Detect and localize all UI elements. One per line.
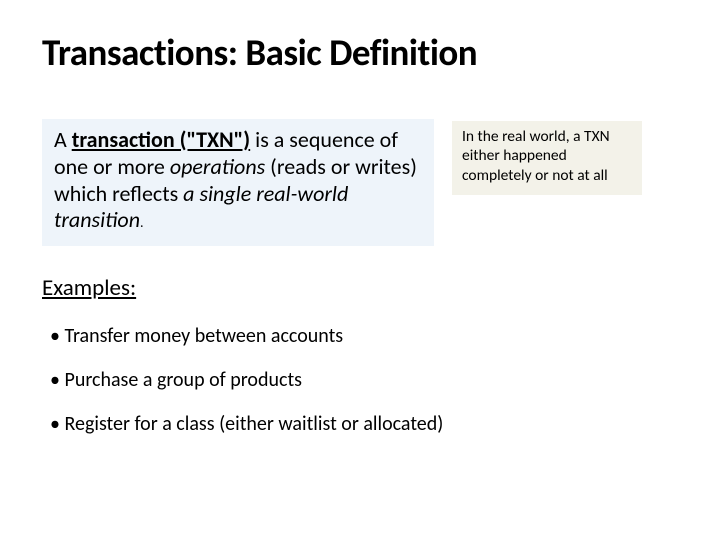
def-period: .: [140, 214, 144, 231]
definition-row: A transaction ("TXN") is a sequence of o…: [42, 119, 678, 246]
list-item: Transfer money between accounts: [42, 324, 678, 348]
list-item: Purchase a group of products: [42, 368, 678, 392]
slide-container: Transactions: Basic Definition A transac…: [0, 0, 720, 486]
def-operations: operations: [170, 153, 270, 180]
definition-box: A transaction ("TXN") is a sequence of o…: [42, 119, 434, 246]
list-item: Register for a class (either waitlist or…: [42, 412, 678, 436]
page-title: Transactions: Basic Definition: [42, 30, 678, 75]
sidebar-note: In the real world, a TXN either happened…: [452, 121, 642, 195]
def-txn-term: transaction ("TXN"): [72, 126, 250, 153]
def-prefix: A: [54, 126, 72, 153]
examples-heading: Examples:: [42, 274, 678, 302]
